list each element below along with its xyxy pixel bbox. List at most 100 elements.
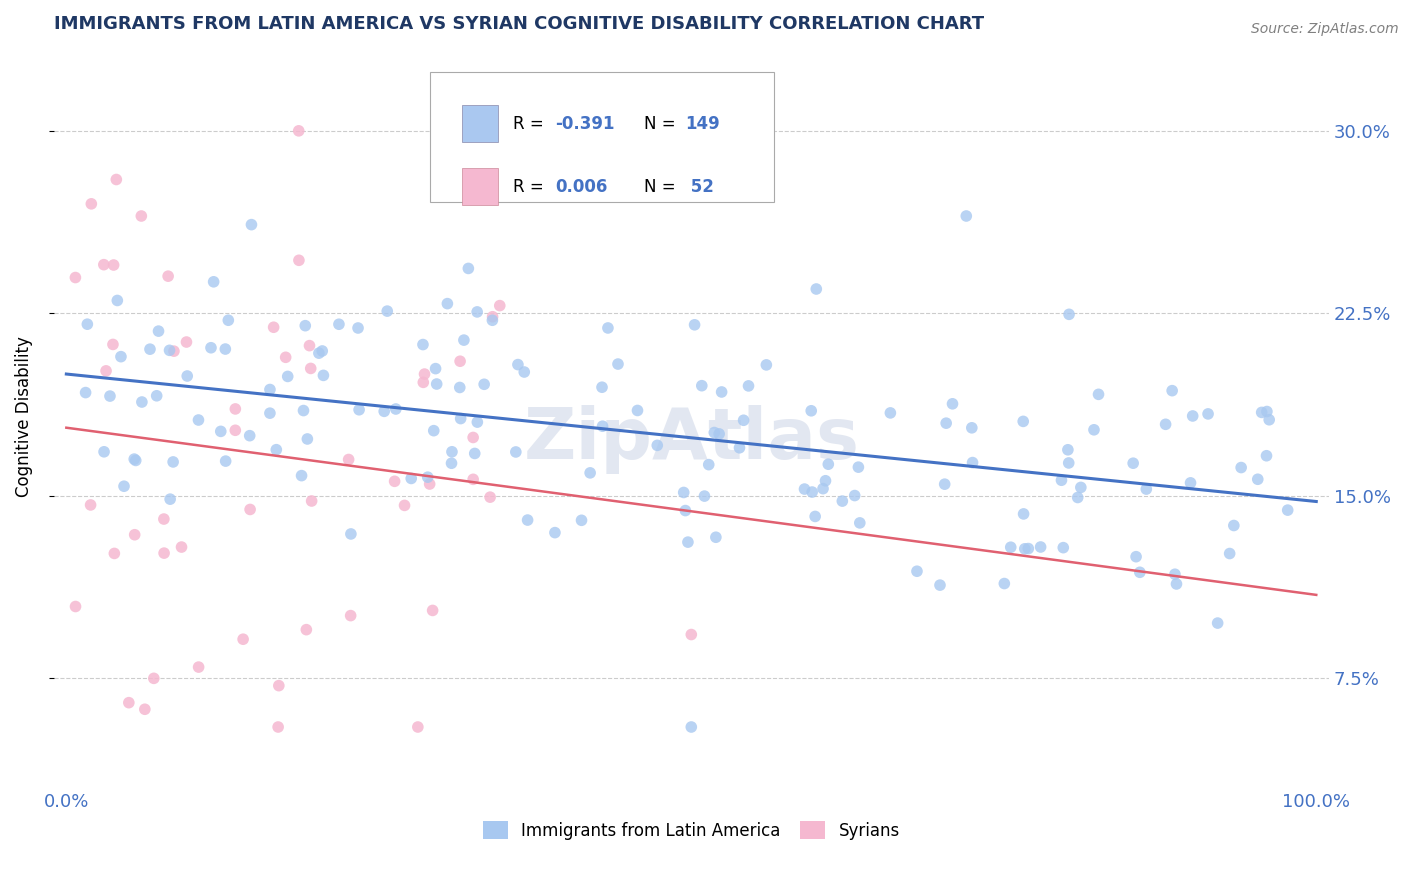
Point [934,477,956,491]
Point [170,540,193,554]
Point [672,485,695,500]
Point [347,321,370,335]
Point [187,413,209,427]
Point [292,403,315,417]
Point [1125,549,1147,564]
Point [259,406,281,420]
Point [277,369,299,384]
Text: 0.006: 0.006 [555,178,607,195]
Point [139,342,162,356]
Point [412,376,434,390]
Point [224,401,246,416]
Point [1067,491,1090,505]
Point [814,474,837,488]
Point [703,425,725,440]
Point [384,475,406,489]
Point [626,403,648,417]
Point [710,384,733,399]
Point [1154,417,1177,432]
Point [1012,414,1035,428]
Point [676,535,699,549]
Point [266,442,288,457]
Point [259,383,281,397]
Point [849,516,872,530]
Point [240,218,263,232]
Point [737,379,759,393]
Point [804,509,827,524]
Point [145,389,167,403]
Point [1057,456,1080,470]
Point [426,377,449,392]
Point [516,513,538,527]
Point [125,453,148,467]
Point [1230,460,1253,475]
FancyBboxPatch shape [461,105,498,142]
Point [412,337,434,351]
Point [733,413,755,427]
Text: N =: N = [644,178,681,195]
Point [299,361,322,376]
Point [506,358,529,372]
Point [1256,404,1278,418]
Point [200,341,222,355]
Point [157,269,180,284]
Point [202,275,225,289]
Point [112,479,135,493]
Point [159,343,181,358]
Point [267,679,290,693]
Point [375,304,398,318]
Point [1012,507,1035,521]
Point [513,365,536,379]
Point [76,317,98,331]
Point [153,512,176,526]
Point [347,402,370,417]
Point [131,209,153,223]
Point [941,397,963,411]
Point [728,441,751,455]
FancyBboxPatch shape [461,168,498,205]
Point [162,455,184,469]
Point [1247,472,1270,486]
Point [1017,541,1039,556]
Point [122,452,145,467]
Point [93,444,115,458]
Point [385,402,408,417]
Point [416,470,439,484]
Point [311,343,333,358]
Point [214,454,236,468]
Point [707,426,730,441]
Point [134,702,156,716]
Point [449,380,471,394]
Point [844,489,866,503]
Point [267,720,290,734]
Point [1256,449,1278,463]
Point [1161,384,1184,398]
Point [337,452,360,467]
Text: 52: 52 [685,178,714,195]
Point [339,608,361,623]
Point [697,458,720,472]
Point [811,482,834,496]
Point [214,342,236,356]
Point [571,513,593,527]
Point [450,411,472,425]
FancyBboxPatch shape [430,71,775,202]
Point [464,446,486,460]
Point [1050,473,1073,487]
Text: 149: 149 [685,114,720,133]
Point [105,172,128,186]
Point [422,603,444,617]
Point [101,337,124,351]
Point [1206,616,1229,631]
Point [131,395,153,409]
Point [929,578,952,592]
Text: R =: R = [513,178,548,195]
Point [124,527,146,541]
Point [295,623,318,637]
Point [274,351,297,365]
Point [681,627,703,641]
Point [394,499,416,513]
Point [287,124,309,138]
Y-axis label: Cognitive Disability: Cognitive Disability [15,336,32,497]
Point [148,324,170,338]
